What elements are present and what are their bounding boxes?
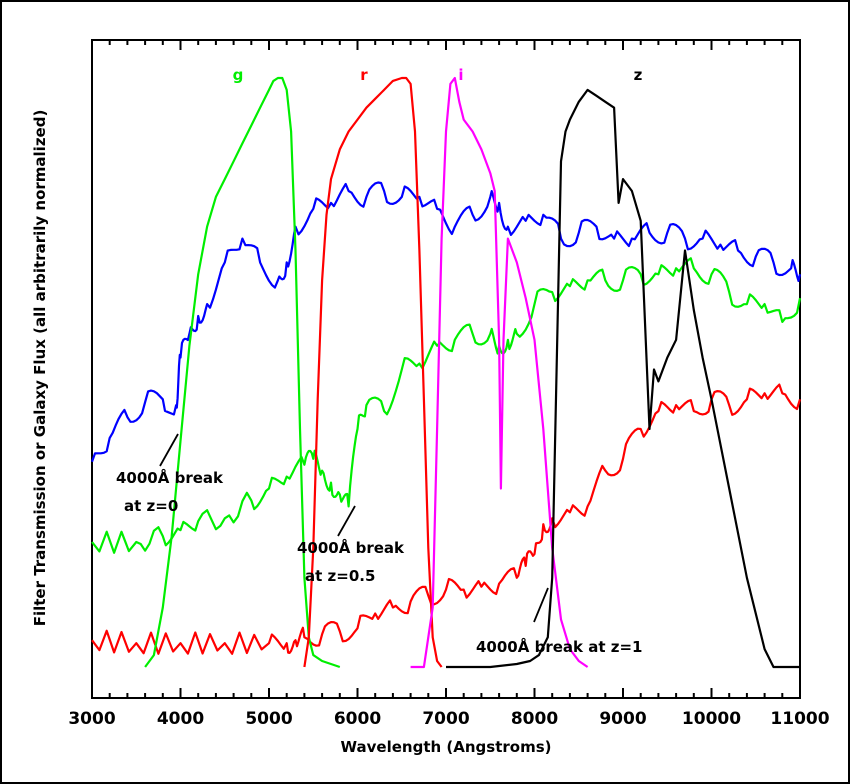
annotation-z05-line1: 4000Å break <box>297 538 405 557</box>
filter-curve-r <box>303 76 443 668</box>
galaxy-spectrum-0 <box>90 181 802 463</box>
y-axis-title: Filter Transmission or Galaxy Flux (all … <box>31 110 49 627</box>
annotation-z0-line1: 4000Å break <box>116 468 224 487</box>
x-axis: 3000 4000 5000 6000 7000 8000 9000 10000 11000 <box>68 40 830 729</box>
annotation-z0: 4000Å break at z=0 <box>116 433 224 515</box>
filter-curve-g <box>144 76 341 669</box>
filter-curve-i <box>410 76 589 669</box>
filter-label-z: z <box>634 66 643 84</box>
annotation-z1-line1: 4000Å break at z=1 <box>476 637 642 656</box>
x-tick-label: 5000 <box>245 709 292 729</box>
filter-label-g: g <box>233 66 244 84</box>
filter-label-r: r <box>360 66 368 84</box>
annotation-z05: 4000Å break at z=0.5 <box>297 505 405 585</box>
plot-curves <box>90 76 802 669</box>
filter-curve-z <box>446 88 800 669</box>
x-tick-label: 9000 <box>599 709 646 729</box>
x-tick-label: 8000 <box>511 709 558 729</box>
x-tick-label: 4000 <box>157 709 204 729</box>
galaxy-spectrum-1 <box>91 257 802 554</box>
filter-label-i: i <box>458 66 463 84</box>
x-tick-label: 7000 <box>422 709 469 729</box>
annotation-z05-line2: at z=0.5 <box>305 567 375 585</box>
annotation-z1: 4000Å break at z=1 <box>476 587 642 656</box>
x-tick-label: 10000 <box>682 709 741 729</box>
galaxy-spectrum-2 <box>91 383 802 655</box>
x-tick-label: 11000 <box>770 709 829 729</box>
x-tick-label: 6000 <box>334 709 381 729</box>
x-tick-label: 3000 <box>68 709 115 729</box>
x-axis-title: Wavelength (Angstroms) <box>341 738 552 756</box>
annotation-z0-line2: at z=0 <box>124 497 178 515</box>
